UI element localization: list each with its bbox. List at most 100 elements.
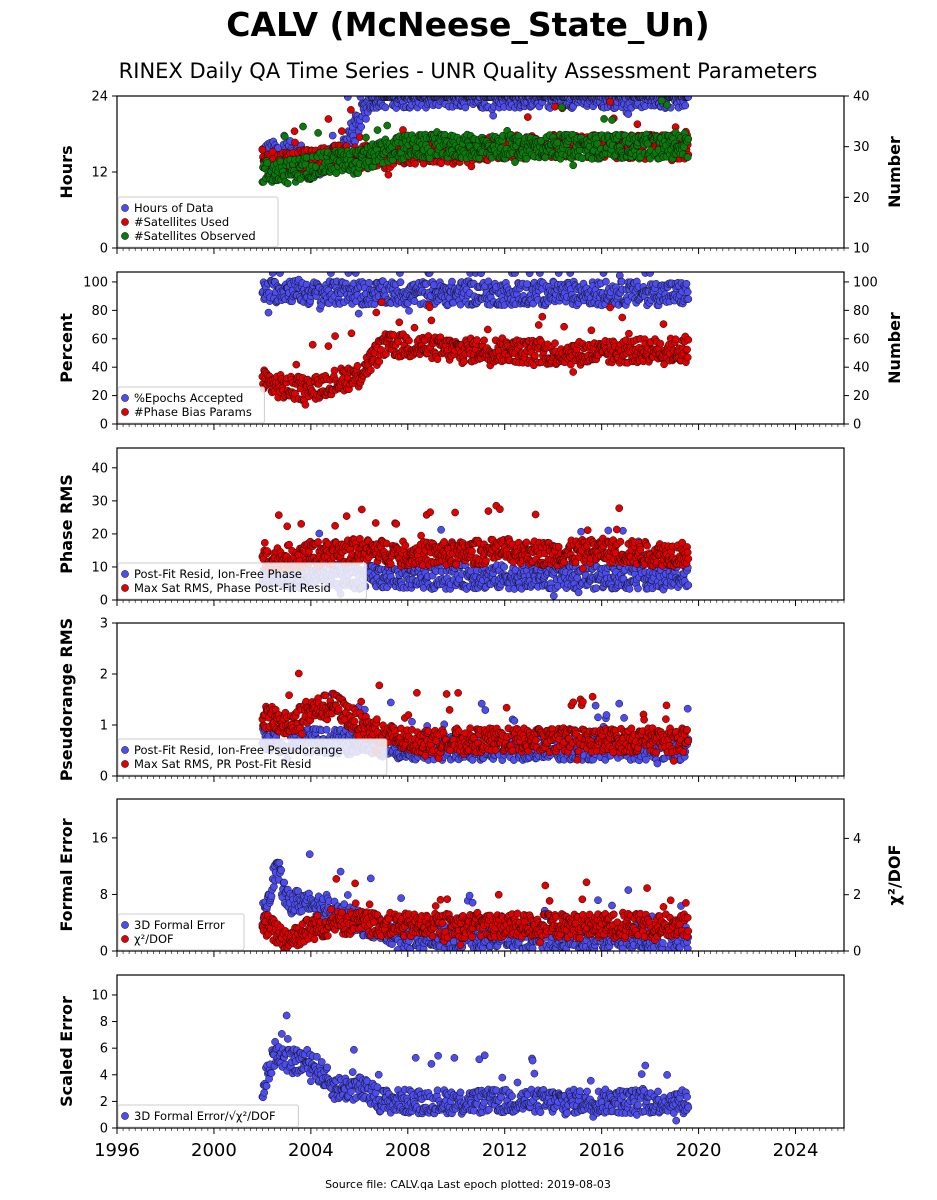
data-point: [682, 279, 691, 288]
legend-marker: [121, 204, 129, 212]
legend-entry: #Satellites Used: [134, 215, 229, 229]
data-point: [468, 547, 476, 556]
data-point: [353, 361, 362, 370]
data-point: [280, 132, 289, 141]
y-tick-label: 80: [91, 304, 108, 319]
y-axis-label: Hours: [57, 145, 76, 198]
data-point: [260, 538, 269, 547]
data-point: [624, 110, 633, 118]
data-point: [569, 161, 578, 170]
data-point: [342, 512, 351, 520]
data-point: [375, 357, 384, 366]
data-point: [372, 308, 381, 317]
data-point: [659, 320, 668, 328]
data-point: [324, 342, 333, 350]
y-tick-label: 40: [91, 361, 108, 376]
data-point: [324, 115, 333, 123]
data-point: [587, 326, 596, 335]
data-point: [522, 538, 531, 547]
data-point: [484, 507, 493, 515]
data-point: [330, 366, 339, 375]
data-point: [384, 170, 393, 179]
data-point: [427, 316, 436, 325]
data-point: [344, 272, 353, 277]
y-tick-label: 24: [91, 90, 108, 105]
legend-marker: [121, 218, 129, 226]
data-point: [646, 272, 654, 277]
panel-1-legend: Hours of Data#Satellites Used#Satellites…: [117, 196, 279, 248]
data-point: [263, 547, 272, 555]
legend-entry: #Phase Bias Params: [134, 405, 252, 419]
data-point: [301, 400, 310, 409]
data-point: [625, 585, 634, 593]
data-point: [592, 584, 601, 593]
data-point: [608, 116, 616, 124]
y-tick-label-right: 20: [853, 389, 870, 404]
y-tick-label-right: 30: [853, 140, 870, 155]
y-tick-label-right: 100: [853, 275, 878, 290]
data-point: [268, 272, 277, 277]
data-point: [617, 277, 626, 286]
data-point: [396, 278, 405, 287]
data-point: [522, 154, 531, 163]
data-point: [314, 129, 322, 137]
legend-marker: [121, 394, 129, 402]
legend-entry: %Epochs Accepted: [134, 391, 243, 405]
data-point: [480, 336, 488, 345]
data-point: [657, 96, 666, 105]
data-point: [500, 563, 508, 571]
data-point: [371, 519, 380, 527]
data-point: [569, 368, 578, 376]
data-point: [604, 526, 613, 535]
data-point: [473, 336, 481, 344]
y-axis-label-right: Number: [885, 312, 904, 384]
data-point: [347, 106, 355, 114]
data-point: [656, 339, 665, 348]
y-tick-label: 20: [91, 389, 108, 404]
data-point: [274, 511, 283, 519]
data-point: [489, 111, 498, 120]
data-point: [452, 560, 461, 569]
data-point: [283, 522, 292, 531]
data-point: [328, 131, 337, 140]
data-point: [557, 103, 566, 112]
y-axis-label: Percent: [57, 313, 76, 383]
data-point: [425, 303, 434, 312]
data-point: [373, 126, 382, 134]
data-point: [560, 322, 568, 331]
y-tick-label-right: 20: [853, 191, 870, 206]
data-point: [292, 360, 301, 369]
data-point: [541, 153, 550, 162]
data-point: [577, 527, 585, 536]
data-point: [308, 340, 317, 349]
y-axis-label-right: Number: [885, 136, 904, 208]
data-point: [477, 272, 485, 278]
data-point: [366, 366, 375, 374]
data-point: [264, 308, 273, 317]
data-point: [606, 303, 614, 312]
series-1-3: [258, 96, 693, 188]
data-point: [683, 153, 692, 162]
data-point: [683, 345, 691, 354]
data-point: [483, 325, 492, 334]
data-point: [625, 329, 633, 338]
y-tick-label-right: 60: [853, 332, 870, 347]
y-tick-label: 0: [100, 242, 108, 257]
data-point: [314, 538, 322, 546]
data-point: [538, 312, 547, 321]
data-point: [331, 332, 339, 340]
data-point: [684, 135, 693, 143]
legend-box: [117, 386, 265, 424]
data-point: [401, 541, 410, 550]
data-point: [331, 521, 339, 530]
series-2-2: [258, 298, 693, 409]
data-point: [681, 101, 690, 110]
data-point: [382, 350, 390, 358]
y-tick-label-right: 10: [853, 242, 870, 257]
data-point: [395, 318, 404, 327]
data-point: [362, 115, 370, 123]
data-point: [534, 321, 543, 329]
